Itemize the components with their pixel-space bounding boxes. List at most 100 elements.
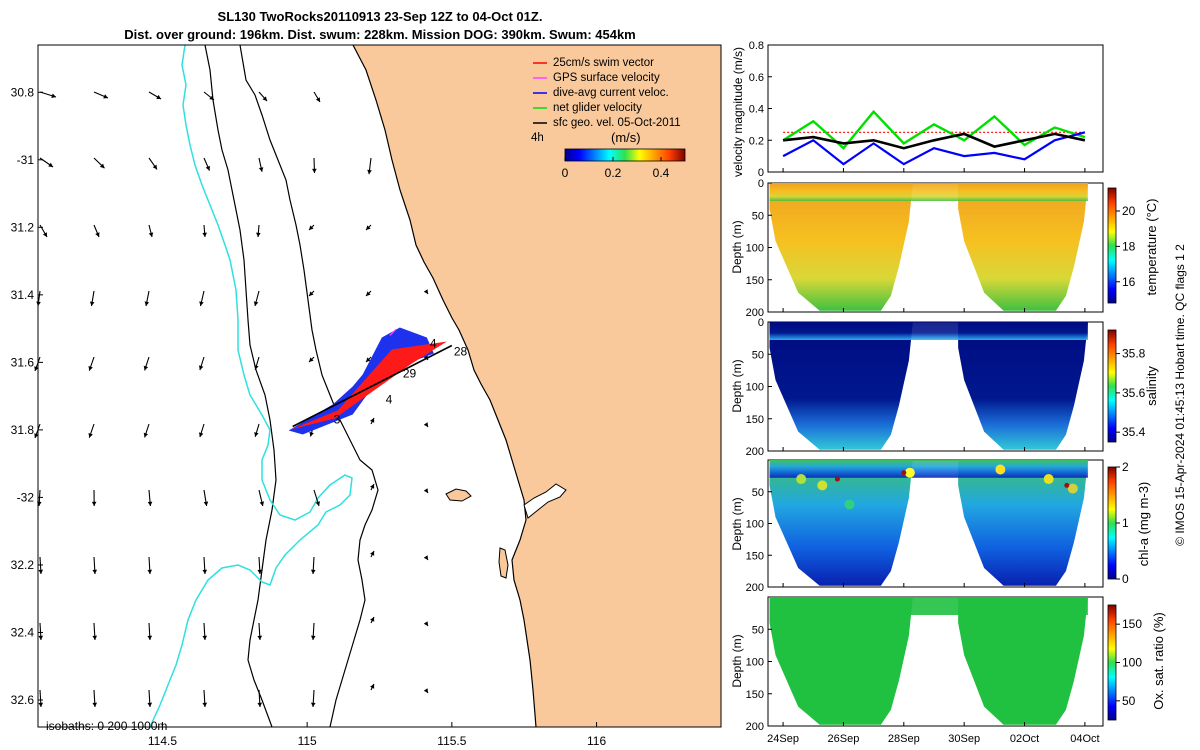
velocity-arrow-head [257, 635, 263, 640]
velocity-arrow-head [156, 94, 161, 99]
time-tick-label: 04Oct [1070, 733, 1099, 745]
velocity-arrow-head [103, 94, 108, 99]
velocity-arrow-head [89, 301, 95, 306]
track-line [292, 344, 453, 428]
velocity-arrow-head [199, 301, 204, 306]
section-surface-band [769, 597, 1088, 616]
velocity-arrow-head [423, 621, 428, 626]
velocity-arrow-head [315, 97, 320, 102]
velocity-arrow-head [370, 484, 375, 489]
velocity-arrow-head [370, 551, 375, 556]
velocity-arrow-head [38, 569, 44, 574]
velocity-arrow-head [309, 431, 314, 437]
velocity-arrow-head [370, 418, 375, 423]
velocity-ytick-label: 0.4 [749, 104, 764, 116]
track-label: 4 [386, 393, 393, 407]
depth-tick-label: 50 [752, 624, 764, 636]
isobath-200m [204, 45, 277, 727]
legend-swim-label: 25cm/s swim vector [553, 57, 654, 69]
chl-patch [904, 467, 915, 478]
map-ytick-label: 31.8 [11, 423, 35, 437]
velocity-arrow-head [370, 617, 375, 622]
colorbar-tick-label: 35.6 [1122, 386, 1146, 400]
chl-patch [844, 499, 855, 510]
velocity-arrow-head [423, 422, 428, 427]
map-ytick-label: 31.2 [11, 220, 35, 234]
oxygen-cbar-label: Ox. sat. ratio (%) [1151, 612, 1166, 710]
velocity-arrow-head [202, 232, 207, 237]
velocity-arrow-head [366, 225, 371, 230]
velocity-arrow-head [147, 635, 153, 640]
track-label: 4 [430, 336, 437, 350]
coastline [352, 45, 537, 727]
velocity-arrow-head [423, 688, 428, 693]
map-legend: 25cm/s swim vector GPS surface velocity … [531, 57, 686, 180]
velocity-arrow-head [209, 95, 214, 100]
chl-high-dot [901, 470, 907, 476]
oxygen-colorbar-ticks: 50 100 150 [1116, 617, 1142, 708]
velocity-arrow-head [254, 432, 259, 437]
salinity-axes: 0 50 100 150 200 [746, 317, 1086, 458]
time-tick-label: 30Sep [948, 733, 980, 745]
velocity-arrow-head [92, 635, 98, 640]
isobath-1000m [149, 45, 353, 727]
depth-tick-label: 50 [752, 349, 764, 361]
temperature-colorbar [1107, 187, 1117, 304]
velocity-arrow-head [256, 232, 261, 237]
velocity-ytick-label: 0 [758, 167, 764, 179]
chl-colorbar-ticks: 0 1 2 [1116, 460, 1129, 586]
chl-section [769, 460, 1088, 586]
chl-high-dot [834, 476, 840, 482]
velocity-arrow-head [254, 365, 259, 370]
scale-time-label: 4h [531, 132, 544, 144]
depth-tick-label: 0 [758, 317, 764, 329]
swim-vector-cloud [290, 341, 447, 430]
velocity-arrow-head [253, 301, 259, 306]
colorbar-tick-label: 2 [1122, 460, 1129, 474]
velocity-arrow-head [34, 366, 39, 371]
velocity-arrow-head [257, 702, 263, 707]
velocity-arrow-head [259, 501, 265, 506]
velocity-arrow-head [148, 232, 154, 237]
velocity-arrow-head [42, 232, 47, 237]
colorbar-tick-label: 20 [1122, 204, 1136, 218]
depth-tick-label: 0 [758, 178, 764, 190]
chl-colorbar [1107, 466, 1117, 580]
oxygen-colorbar [1107, 604, 1117, 721]
velocity-ytick-label: 0.8 [749, 40, 764, 52]
section-profile-right [958, 460, 1088, 586]
map-panel: 4 28 29 4 3 114.5 115 115.5 116 30.8 -31 31.2 31.4 3… [11, 44, 722, 748]
depth-tick-label: 200 [746, 307, 764, 319]
isobaths-label: isobaths: 0 200 1000m [46, 719, 167, 733]
map-axes: 114.5 115 115.5 116 30.8 -31 31.2 31.4 31.6 31.8 -… [11, 85, 607, 748]
map-ytick-label: -32 [17, 490, 35, 504]
depth-tick-label: 200 [746, 721, 764, 733]
map-ytick-label: -31 [17, 153, 35, 167]
oxygen-section [769, 597, 1088, 725]
depth-tick-label: 100 [746, 519, 764, 531]
velocity-arrow-head [309, 357, 314, 362]
velocity-arrow-head [366, 357, 371, 362]
estuary [523, 483, 567, 519]
map-ytick-label: 32.2 [11, 558, 35, 572]
map-xtick-label: 115.5 [437, 734, 466, 748]
temperature-cbar-label: temperature (°C) [1144, 199, 1159, 296]
section-surface-band [769, 460, 1088, 478]
garden-island [498, 547, 509, 579]
track-label: 29 [403, 366, 417, 380]
section-profile-right [958, 183, 1088, 311]
oxygen-panel: 50 100 150 200 Depth (m) 50 100 150 Ox. sat. … [730, 596, 1166, 733]
velocity-arrow-head [257, 569, 263, 574]
section-profile-left [769, 183, 913, 311]
salinity-section [769, 322, 1088, 450]
velocity-arrow-head [203, 501, 209, 506]
legend-gps-label: GPS surface velocity [553, 72, 660, 84]
velocity-arrow-head [147, 569, 153, 574]
velocity-arrow-head [198, 432, 204, 438]
map-ytick-label: 30.8 [11, 85, 35, 99]
depth-tick-label: 200 [746, 446, 764, 458]
colorbar-tick-label: 1 [1122, 516, 1129, 530]
velocity-arrow-head [147, 702, 153, 707]
chl-high-dot [1064, 482, 1070, 488]
